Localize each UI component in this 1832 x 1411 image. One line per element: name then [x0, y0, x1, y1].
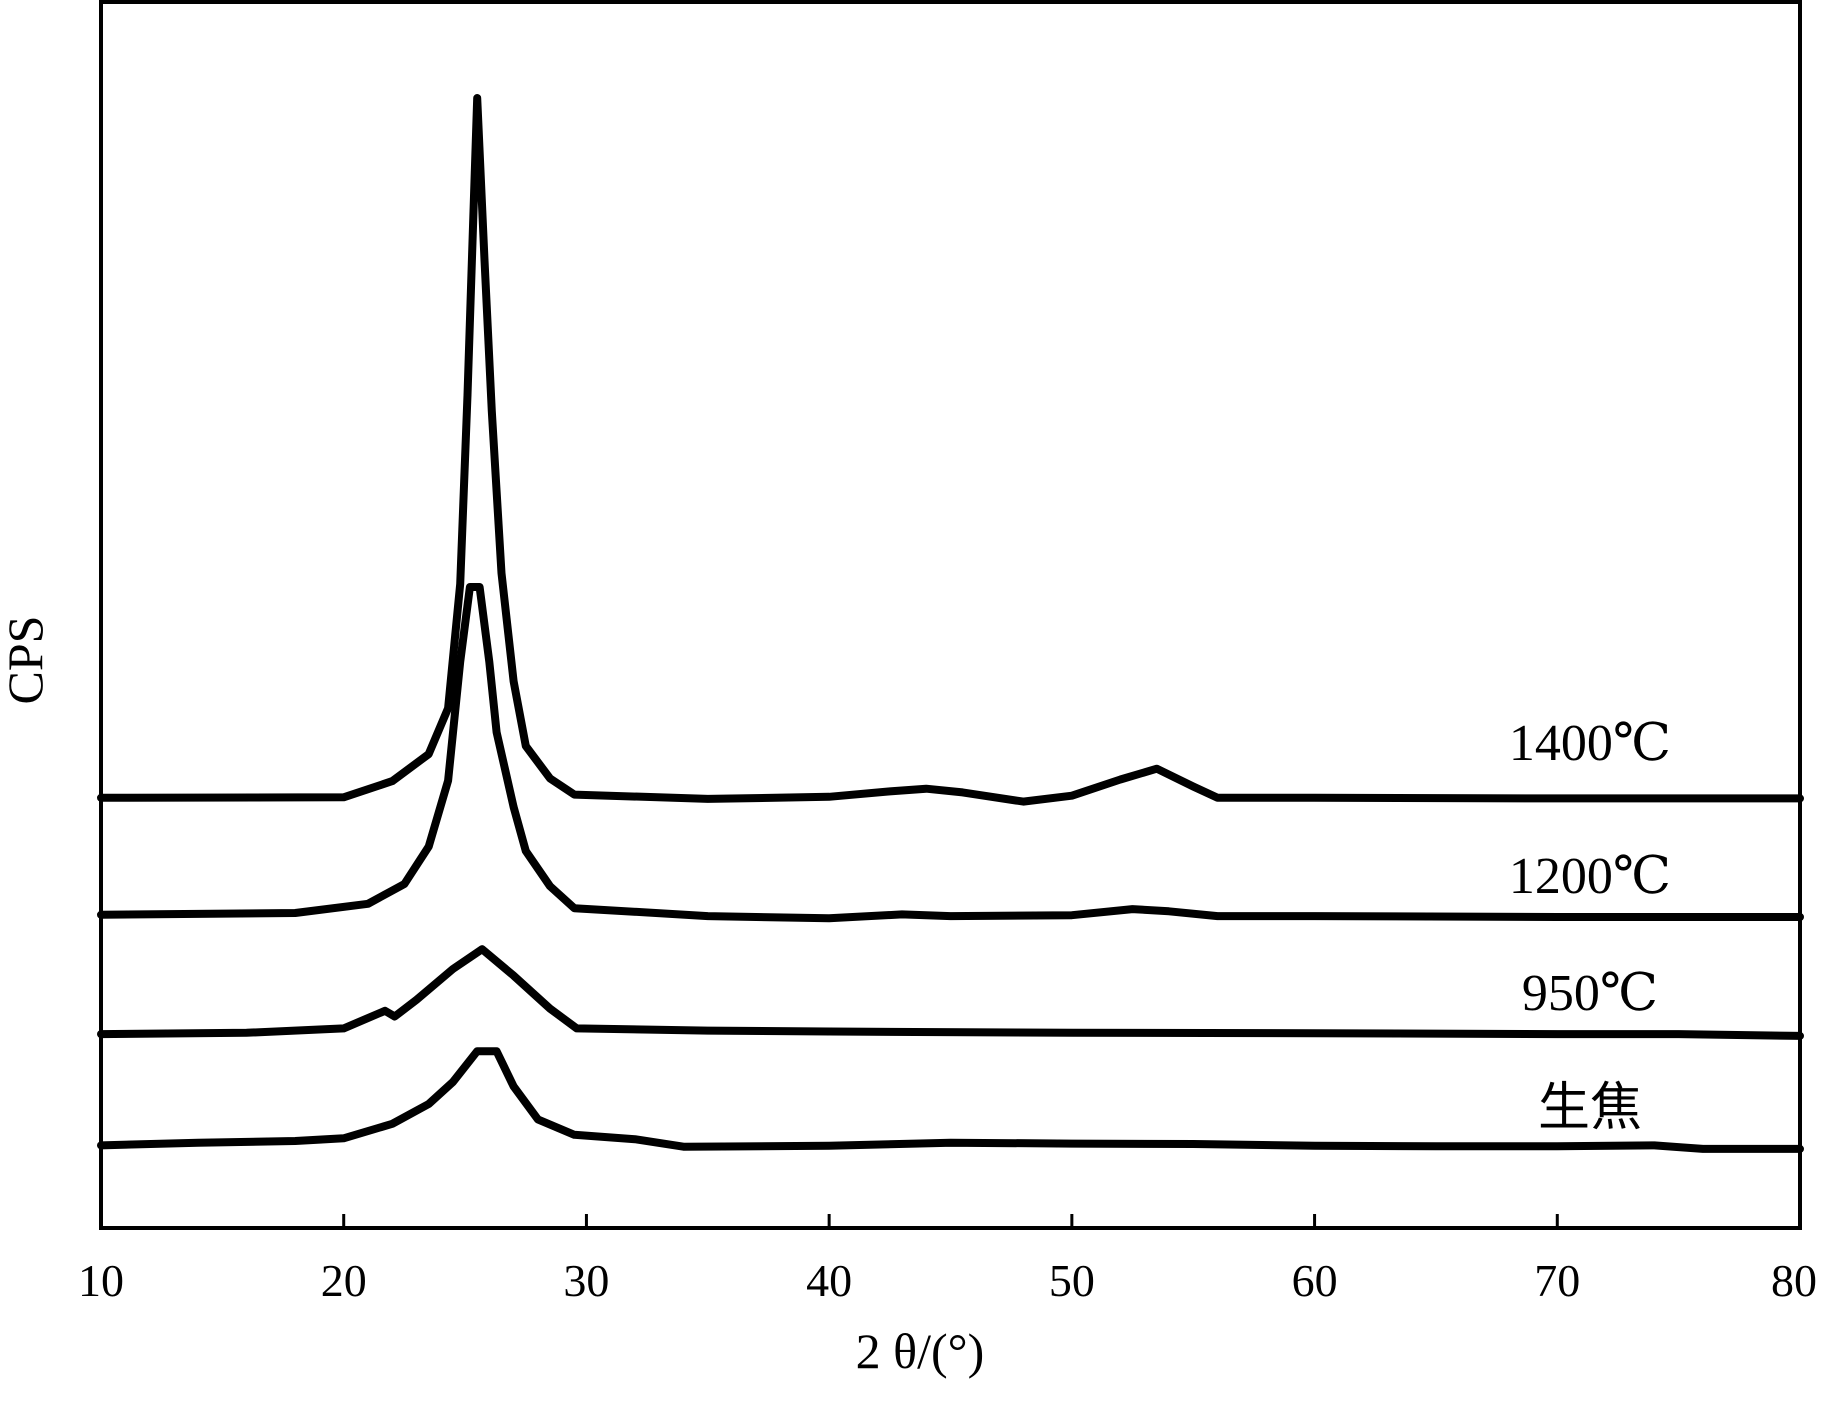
series-line-0: [97, 1047, 1804, 1153]
plot-frame: [99, 0, 1802, 1230]
series-line-3: [97, 94, 1804, 806]
x-tick-label: 60: [1292, 1255, 1338, 1306]
x-tick-label: 20: [321, 1255, 367, 1306]
series-traces: [97, 94, 1804, 1153]
series-labels: 生焦 950℃ 1200℃ 1400℃: [1509, 715, 1671, 1137]
x-tick-label: 80: [1771, 1255, 1817, 1306]
series-label-2: 1200℃: [1509, 848, 1671, 905]
series-label-0: 生焦: [1538, 1080, 1642, 1137]
x-tick-label: 30: [563, 1255, 609, 1306]
x-ticks: 10 20 30 40 50 60 70 80: [78, 1214, 1817, 1306]
x-tick-label: 10: [78, 1255, 124, 1306]
y-axis-label: CPS: [0, 616, 53, 705]
series-line-1: [97, 945, 1804, 1040]
x-tick-label: 70: [1534, 1255, 1580, 1306]
x-axis-label: 2 θ/(°): [856, 1323, 985, 1379]
series-label-3: 1400℃: [1509, 715, 1671, 772]
series-label-1: 950℃: [1522, 965, 1658, 1022]
series-line-2: [97, 583, 1804, 923]
x-tick-label: 40: [806, 1255, 852, 1306]
x-tick-label: 50: [1049, 1255, 1095, 1306]
